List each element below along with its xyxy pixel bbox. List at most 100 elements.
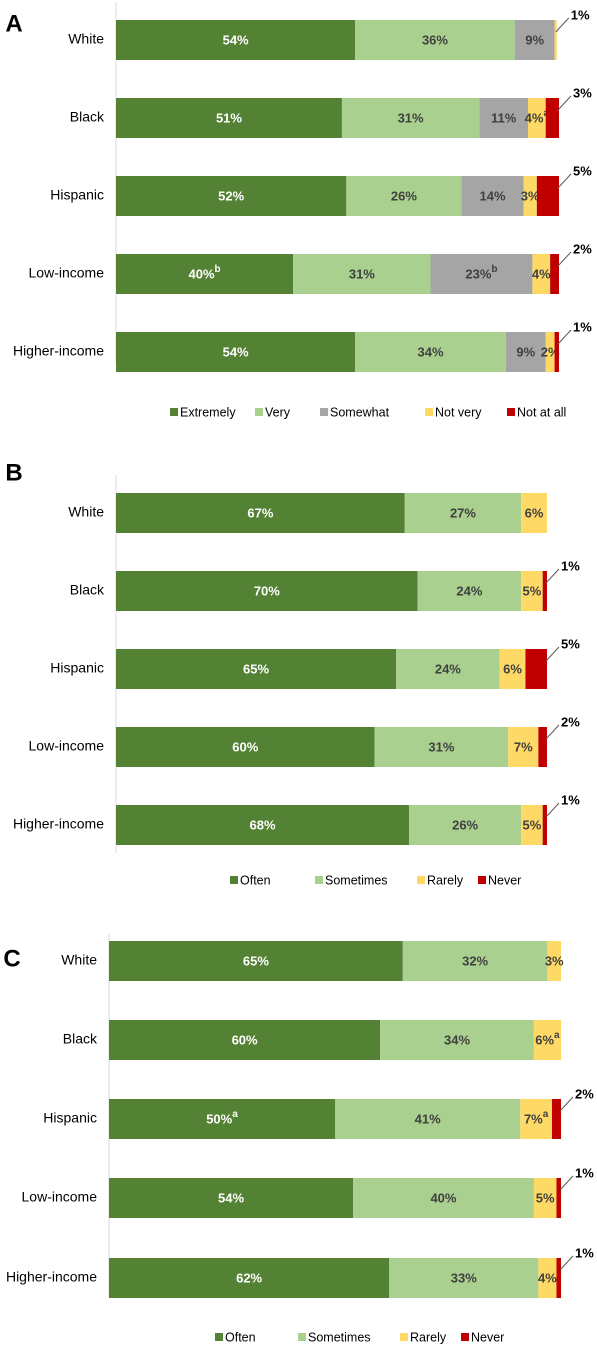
data-label: 70% xyxy=(254,583,280,598)
data-label: 33% xyxy=(451,1270,477,1285)
category-label: Hispanic xyxy=(50,187,104,203)
legend-swatch xyxy=(425,408,433,416)
legend-label: Never xyxy=(488,873,521,887)
bar-segment xyxy=(521,571,543,611)
category-label: Black xyxy=(70,582,105,598)
data-label: 31% xyxy=(349,266,375,281)
data-label: 50%a xyxy=(206,1109,238,1127)
data-label: 11% xyxy=(491,110,517,125)
legend-swatch xyxy=(461,1333,469,1341)
bar-segment xyxy=(355,332,506,372)
callout-label: 1% xyxy=(575,1165,594,1180)
bar-segment xyxy=(547,941,561,981)
bar-segment xyxy=(461,176,524,216)
legend-swatch xyxy=(170,408,178,416)
data-label: 23%b xyxy=(465,264,497,282)
data-label: 3% xyxy=(545,953,564,968)
bar-segment xyxy=(554,20,557,60)
callout-line xyxy=(557,329,572,345)
bar-segment xyxy=(109,941,403,981)
data-label: 9% xyxy=(525,32,544,47)
legend-label: Not very xyxy=(435,405,482,419)
category-label: Black xyxy=(63,1031,98,1047)
callout-line xyxy=(545,646,560,662)
bar-segment xyxy=(430,254,533,294)
bar-segment xyxy=(116,493,405,533)
legend-swatch xyxy=(417,876,425,884)
data-label: 5% xyxy=(536,1190,555,1205)
callout-label: 1% xyxy=(573,319,592,334)
bar-segment xyxy=(538,727,547,767)
data-label: 5% xyxy=(523,817,542,832)
data-label: 14% xyxy=(480,188,506,203)
bar-segment xyxy=(396,649,500,689)
data-label: 26% xyxy=(452,817,478,832)
data-label: 54% xyxy=(218,1190,244,1205)
legend-label: Extremely xyxy=(180,405,236,419)
bar-segment xyxy=(521,493,547,533)
callout-line xyxy=(555,17,570,33)
bar-segment xyxy=(505,332,546,372)
bar-segment xyxy=(538,1258,557,1298)
category-label: Black xyxy=(70,109,105,125)
category-label: Higher-income xyxy=(13,816,104,832)
data-label: 31% xyxy=(398,110,424,125)
bar-segment xyxy=(545,98,559,138)
data-label: 40% xyxy=(430,1190,456,1205)
legend-label: Often xyxy=(240,873,271,887)
callout-line xyxy=(559,1175,574,1191)
callout-line xyxy=(557,173,572,189)
callout-label: 2% xyxy=(561,714,580,729)
callout-label: 3% xyxy=(573,85,592,100)
superscript-marker: a xyxy=(554,1030,560,1041)
panel-label: B xyxy=(5,459,22,486)
legend-swatch xyxy=(400,1333,408,1341)
legend-swatch xyxy=(215,1333,223,1341)
bar-segment xyxy=(116,254,294,294)
legend-label: Never xyxy=(471,1330,504,1344)
callout-line xyxy=(545,802,560,818)
bar-segment xyxy=(116,20,356,60)
bar-segment xyxy=(554,332,559,372)
bar-segment xyxy=(404,493,522,533)
data-label: 51% xyxy=(216,110,242,125)
callout-label: 2% xyxy=(575,1086,594,1101)
bar-segment xyxy=(499,649,526,689)
bar-segment xyxy=(479,98,528,138)
category-label: White xyxy=(61,952,97,968)
superscript-marker: b xyxy=(491,264,497,275)
data-label: 34% xyxy=(444,1032,470,1047)
bar-segment xyxy=(533,1020,561,1060)
bar-segment xyxy=(116,805,410,845)
data-label: 6%a xyxy=(535,1030,560,1048)
bar-segment xyxy=(533,1178,557,1218)
bar-segment xyxy=(527,98,546,138)
legend-label: Very xyxy=(265,405,291,419)
callout-line xyxy=(557,251,572,267)
bar-segment xyxy=(109,1020,381,1060)
bar-segment xyxy=(417,571,522,611)
data-label: 65% xyxy=(243,953,269,968)
legend-swatch xyxy=(478,876,486,884)
data-label: 24% xyxy=(456,583,482,598)
bar-segment xyxy=(532,254,551,294)
bar-segment xyxy=(116,649,397,689)
bar-segment xyxy=(380,1020,534,1060)
legend-swatch xyxy=(320,408,328,416)
data-label: 60% xyxy=(232,739,258,754)
data-label: 32% xyxy=(462,953,488,968)
data-label: 27% xyxy=(450,505,476,520)
data-label: 4% xyxy=(532,266,551,281)
bar-segment xyxy=(389,1258,539,1298)
bar-segment xyxy=(556,1178,561,1218)
data-label: 26% xyxy=(391,188,417,203)
legend-swatch xyxy=(255,408,263,416)
bar-segment xyxy=(355,20,515,60)
data-label: 65% xyxy=(243,661,269,676)
data-label: 60% xyxy=(232,1032,258,1047)
data-label: 36% xyxy=(422,32,448,47)
legend-swatch xyxy=(298,1333,306,1341)
bar-segment xyxy=(545,332,555,372)
bar-segment xyxy=(116,571,418,611)
legend-label: Not at all xyxy=(517,405,566,419)
